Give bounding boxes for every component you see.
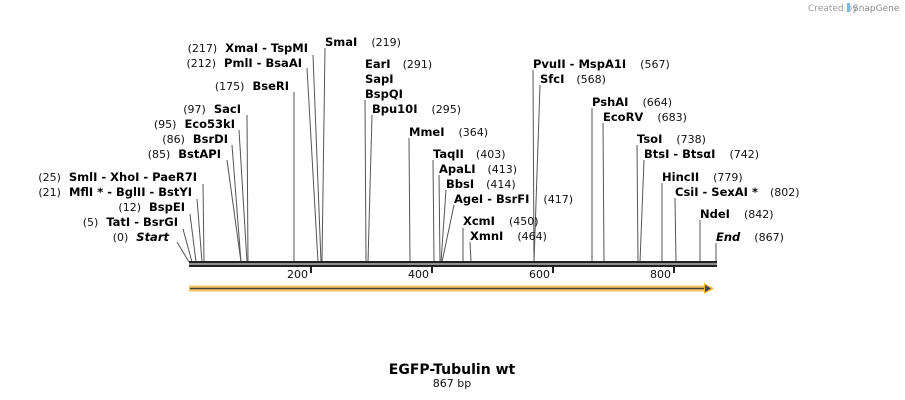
- arrow-head-inner-icon: [705, 285, 711, 292]
- site-label[interactable]: BspQI: [365, 87, 403, 101]
- site-label[interactable]: HincII (779): [662, 170, 743, 184]
- cut-line: [202, 183, 205, 263]
- cut-line: [636, 144, 639, 263]
- site-label[interactable]: SmaI (219): [325, 35, 401, 49]
- cut-line: [226, 159, 242, 263]
- watermark-brand: SnapGene: [853, 4, 900, 14]
- cut-line: [602, 122, 605, 263]
- map-title: EGFP-Tubulin wt: [389, 362, 516, 378]
- tick-label: 600: [529, 268, 550, 281]
- cut-line: [321, 47, 326, 263]
- cut-line: [182, 228, 193, 263]
- map-length: 867 bp: [433, 377, 471, 390]
- cut-line: [238, 129, 248, 263]
- tick-mark: [673, 267, 675, 273]
- snapgene-logo-icon: [847, 3, 850, 12]
- site-label[interactable]: (85) BstAPI: [148, 147, 221, 161]
- bottom-strand: [189, 264, 717, 267]
- cut-lines: [176, 47, 717, 263]
- cut-line: [196, 198, 203, 263]
- right-site-labels: SmaI (219) EarI (291) SapI BspQI Bpu10I (29…: [325, 35, 800, 244]
- cut-line: [674, 197, 677, 263]
- tick-mark: [431, 267, 433, 273]
- site-label[interactable]: (86) BsrDI: [162, 132, 228, 146]
- site-label[interactable]: PshAI (664): [592, 95, 672, 109]
- snapgene-watermark: Created by SnapGene: [808, 3, 900, 14]
- top-strand: [189, 261, 717, 264]
- cut-line: [246, 114, 249, 263]
- site-label[interactable]: NdeI (842): [700, 207, 774, 221]
- cut-line: [432, 159, 435, 263]
- site-label[interactable]: SfcI (568): [540, 72, 606, 86]
- site-label[interactable]: MmeI (364): [409, 125, 488, 139]
- cut-line: [532, 69, 535, 263]
- cut-line: [231, 144, 242, 263]
- feature-arrow[interactable]: [189, 283, 714, 294]
- site-label[interactable]: BbsI (414): [446, 177, 516, 191]
- tick-label: 800: [650, 268, 671, 281]
- site-label[interactable]: (175) BseRI: [215, 79, 289, 93]
- site-label[interactable]: TaqII (403): [433, 147, 506, 161]
- site-label[interactable]: XcmI (450): [463, 214, 539, 228]
- site-label[interactable]: PvuII - MspA1I (567): [533, 57, 670, 71]
- cut-line: [440, 189, 447, 263]
- cut-line: [176, 241, 190, 263]
- cut-line: [408, 137, 411, 263]
- dna-backbone: [189, 261, 717, 267]
- start-label: (0) Start: [113, 230, 170, 244]
- left-site-labels: (217) XmaI - TspMI (212) PmlI - BsaAI (175…: [38, 41, 308, 244]
- ruler: 200 400 600 800: [287, 267, 675, 281]
- end-label: End (867): [716, 230, 784, 244]
- site-label[interactable]: (212) PmlI - BsaAI: [186, 56, 302, 70]
- site-label[interactable]: EcoRV (683): [603, 110, 687, 124]
- tick-label: 400: [408, 268, 429, 281]
- site-label[interactable]: CsiI - SexAI * (802): [675, 185, 800, 199]
- cut-line: [312, 54, 322, 263]
- site-label[interactable]: (12) BspEI: [118, 200, 185, 214]
- site-label[interactable]: XmnI (464): [470, 229, 547, 243]
- site-label[interactable]: (217) XmaI - TspMI: [188, 41, 308, 55]
- cut-line: [367, 114, 373, 263]
- tick-mark: [310, 267, 312, 273]
- cut-line: [441, 204, 455, 263]
- site-label[interactable]: AgeI - BsrFI (417): [454, 192, 573, 206]
- cut-line: [533, 84, 541, 263]
- site-label[interactable]: ApaLI (413): [439, 162, 517, 176]
- site-label[interactable]: BtsI - BtsαI (742): [644, 147, 759, 161]
- tick-mark: [552, 267, 554, 273]
- site-label[interactable]: (97) SacI: [183, 102, 241, 116]
- site-label[interactable]: (25) SmlI - XhoI - PaeR7I: [38, 170, 197, 184]
- cut-line: [438, 174, 441, 263]
- cut-line: [639, 159, 645, 263]
- cut-line: [469, 241, 472, 263]
- watermark-prefix: Created by: [808, 4, 858, 14]
- cut-line: [189, 213, 197, 263]
- site-label[interactable]: Bpu10I (295): [372, 102, 461, 116]
- cut-line: [364, 99, 367, 263]
- site-label[interactable]: EarI (291): [365, 57, 432, 71]
- site-label[interactable]: (21) MflI * - BglII - BstYI: [38, 185, 192, 199]
- site-label[interactable]: TsoI (738): [637, 132, 706, 146]
- cut-line: [306, 67, 319, 263]
- tick-label: 200: [287, 268, 308, 281]
- site-label[interactable]: SapI: [365, 72, 394, 86]
- site-label[interactable]: (5) TatI - BsrGI: [83, 215, 178, 229]
- site-label[interactable]: (95) Eco53kI: [154, 117, 235, 131]
